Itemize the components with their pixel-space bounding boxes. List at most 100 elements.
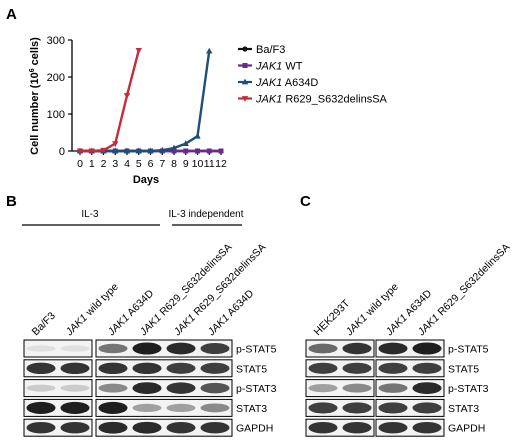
data-point xyxy=(112,141,119,147)
x-tick-label: 3 xyxy=(112,158,118,170)
row-label: STAT5 xyxy=(236,363,267,375)
y-tick-label: 200 xyxy=(47,72,65,84)
x-tick-label: 1 xyxy=(89,158,95,170)
blot-c-bands xyxy=(305,339,445,437)
blot-strip xyxy=(95,379,233,398)
blot-band xyxy=(132,421,162,434)
x-tick-label: 5 xyxy=(136,158,142,170)
blot-band xyxy=(342,362,372,374)
data-point xyxy=(76,148,84,155)
data-point xyxy=(170,144,178,151)
x-tick-label: 7 xyxy=(159,158,165,170)
blot-strip xyxy=(95,398,233,417)
x-tick-label: 0 xyxy=(77,158,83,170)
x-axis-title: Days xyxy=(133,174,159,186)
blot-b-bands xyxy=(23,339,233,437)
row-label: STAT3 xyxy=(236,403,267,415)
blot-band xyxy=(308,343,338,354)
blot-band xyxy=(60,421,90,434)
blot-band xyxy=(342,383,372,393)
il3-group-label: IL-3 xyxy=(81,209,99,220)
blot-band xyxy=(378,383,408,393)
data-point xyxy=(206,47,213,54)
x-axis: 0 1 2 3 4 5 6 7 8 9 10 11 12 xyxy=(72,150,227,170)
blot-band xyxy=(26,362,56,375)
legend-label: JAK1 WT xyxy=(255,61,303,73)
blot-band xyxy=(166,403,196,413)
data-point xyxy=(194,132,201,139)
legend-item: Ba/F3 xyxy=(238,44,285,56)
x-tick-label: 6 xyxy=(148,158,154,170)
blot-band xyxy=(166,362,196,374)
blot-band xyxy=(26,401,56,414)
blot-band xyxy=(378,421,408,434)
series-2 xyxy=(76,47,213,154)
blot-band xyxy=(412,362,442,374)
data-point xyxy=(183,148,189,154)
row-label: GAPDH xyxy=(448,423,485,435)
legend-marker xyxy=(242,46,248,52)
blot-band xyxy=(200,421,230,434)
blot-band xyxy=(132,403,162,413)
blot-strip xyxy=(95,418,233,437)
y-tick-label: 300 xyxy=(47,35,65,47)
blot-strip xyxy=(23,339,93,358)
blot-band xyxy=(200,382,230,394)
row-label: p-STAT3 xyxy=(448,383,489,395)
blot-band xyxy=(60,401,90,414)
blot-band xyxy=(60,345,90,352)
blot-band xyxy=(200,403,230,413)
blot-band xyxy=(342,342,372,355)
data-point xyxy=(112,147,119,154)
blot-band xyxy=(26,345,56,352)
data-point xyxy=(123,93,131,99)
data-point xyxy=(206,148,212,154)
legend-marker xyxy=(241,78,249,85)
blot-band xyxy=(308,402,338,414)
blot-band xyxy=(98,343,128,354)
blot-band xyxy=(412,342,442,355)
y-tick-label: 100 xyxy=(47,109,65,121)
blot-band xyxy=(98,362,128,375)
data-point xyxy=(159,146,166,153)
row-label: p-STAT3 xyxy=(236,383,277,395)
blot-strip xyxy=(95,359,233,378)
blot-band xyxy=(132,362,162,375)
x-tick-label: 11 xyxy=(204,158,215,170)
blot-band xyxy=(342,402,372,414)
data-point xyxy=(88,148,95,155)
blot-band xyxy=(378,402,408,414)
blot-band xyxy=(26,421,56,434)
legend-label: Ba/F3 xyxy=(256,44,285,56)
series-3 xyxy=(76,47,142,155)
blot-band xyxy=(98,421,128,434)
legend-item: JAK1 WT xyxy=(238,61,303,73)
blot-strip xyxy=(95,339,233,358)
data-point xyxy=(135,47,142,54)
x-tick-label: 8 xyxy=(171,158,177,170)
data-point xyxy=(218,148,224,154)
legend-marker xyxy=(242,63,248,68)
blot-band xyxy=(200,342,230,355)
x-tick-label: 4 xyxy=(124,158,130,170)
row-label: STAT5 xyxy=(448,363,479,375)
lane-label: Ba/F3 xyxy=(30,310,58,338)
data-point xyxy=(135,147,142,154)
blot-band xyxy=(412,421,442,434)
blot-c-row-labels: p-STAT5 STAT5 p-STAT3 STAT3 GAPDH xyxy=(448,344,489,435)
blot-band xyxy=(166,342,196,355)
y-axis-title: Cell number (106 cells) xyxy=(29,37,41,155)
blot-band xyxy=(412,402,442,414)
panel-c-label: C xyxy=(300,193,311,210)
blot-band xyxy=(26,384,56,392)
blot-band xyxy=(166,382,196,394)
panel-b-label: B xyxy=(6,193,17,210)
row-label: GAPDH xyxy=(236,423,273,435)
y-axis: 0 100 200 300 xyxy=(47,35,73,158)
row-label: STAT3 xyxy=(448,403,479,415)
blot-band xyxy=(378,342,408,355)
series-layer xyxy=(76,47,224,155)
